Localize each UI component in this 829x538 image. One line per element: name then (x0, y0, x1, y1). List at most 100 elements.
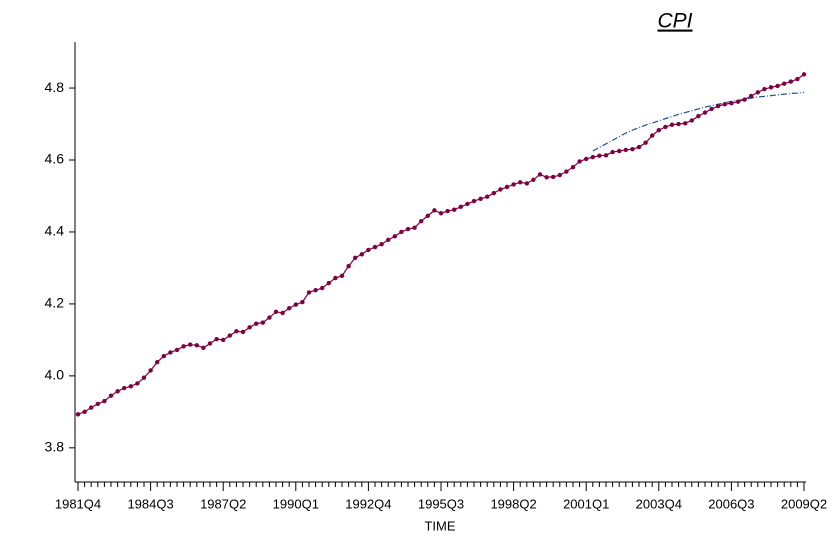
data-point (108, 393, 114, 398)
data-point (544, 175, 549, 180)
data-point (663, 124, 668, 130)
data-point (102, 398, 107, 404)
data-point (630, 147, 635, 152)
x-tick-label: 2003Q4 (636, 496, 682, 511)
data-point (735, 99, 741, 104)
data-point (359, 252, 364, 257)
data-point (445, 208, 450, 214)
data-point (755, 90, 760, 95)
data-point (782, 81, 787, 86)
data-point (742, 97, 747, 102)
data-point (775, 83, 780, 89)
data-point (300, 299, 305, 305)
data-point (478, 196, 483, 202)
data-point (122, 385, 127, 391)
data-point (801, 72, 807, 77)
data-point (320, 285, 325, 291)
data-point (405, 226, 411, 232)
x-tick-label: 1984Q3 (127, 496, 173, 511)
data-point (247, 325, 252, 330)
data-point (557, 172, 562, 178)
data-point (267, 315, 272, 320)
data-point (762, 86, 767, 92)
data-point (485, 194, 490, 199)
data-point (82, 409, 87, 415)
data-point (135, 381, 140, 386)
data-point (716, 103, 721, 109)
data-point (227, 333, 232, 338)
data-point (419, 218, 424, 224)
data-point (287, 306, 292, 311)
data-point (636, 144, 642, 150)
data-point (603, 153, 609, 158)
data-point (280, 310, 285, 316)
data-point (333, 275, 338, 281)
data-point (689, 118, 694, 123)
data-point (650, 133, 655, 138)
data-point (273, 309, 279, 315)
data-point (788, 79, 793, 84)
data-point (709, 106, 714, 112)
data-point (293, 302, 298, 307)
data-point (161, 353, 166, 359)
data-point (214, 336, 219, 342)
data-point (465, 201, 470, 207)
chart-title: CPI (657, 10, 692, 33)
data-point (597, 153, 602, 158)
data-point (399, 229, 404, 235)
x-tick-label: 2009Q2 (781, 496, 827, 511)
data-point (412, 225, 417, 230)
data-point (174, 347, 180, 353)
data-point (623, 147, 628, 153)
data-point (148, 368, 153, 373)
y-tick-label: 4.6 (45, 151, 65, 167)
data-point (471, 198, 477, 204)
data-point (353, 255, 358, 261)
x-tick-label: 1990Q1 (273, 496, 319, 511)
data-point (306, 290, 312, 295)
data-point (392, 234, 397, 239)
data-point (201, 345, 206, 351)
data-point (531, 177, 536, 182)
data-point (656, 127, 661, 133)
data-point (610, 149, 615, 155)
data-point (643, 140, 648, 145)
data-point (379, 241, 384, 247)
y-tick-label: 4.8 (45, 79, 65, 95)
x-tick-label: 1992Q4 (345, 496, 391, 511)
y-tick-label: 4.2 (45, 295, 65, 311)
data-point (372, 244, 378, 250)
data-point (313, 288, 318, 293)
data-point (537, 172, 543, 177)
x-tick-label: 1987Q2 (200, 496, 246, 511)
data-point (254, 321, 259, 326)
data-point (155, 359, 160, 365)
data-point (722, 102, 727, 107)
data-point (326, 280, 331, 286)
data-point (570, 165, 576, 170)
data-point (729, 100, 734, 106)
data-point (234, 329, 239, 334)
data-point (669, 122, 675, 127)
x-tick-label: 1995Q3 (418, 496, 464, 511)
data-point (168, 350, 173, 355)
data-point (795, 76, 800, 82)
data-point (511, 182, 516, 187)
data-point (339, 273, 345, 279)
data-point (768, 85, 774, 90)
data-point (181, 344, 186, 349)
x-axis-label: TIME (424, 518, 455, 533)
data-point (188, 342, 193, 347)
data-point (676, 121, 681, 127)
x-tick-label: 1998Q2 (490, 496, 536, 511)
data-point (432, 208, 437, 213)
y-tick-label: 4.4 (45, 223, 65, 239)
data-point (683, 121, 688, 126)
x-tick-label: 2006Q3 (708, 496, 754, 511)
data-point (518, 180, 523, 185)
data-point (491, 190, 496, 196)
series-line (592, 91, 805, 152)
data-point (749, 93, 754, 99)
data-point (452, 207, 457, 212)
